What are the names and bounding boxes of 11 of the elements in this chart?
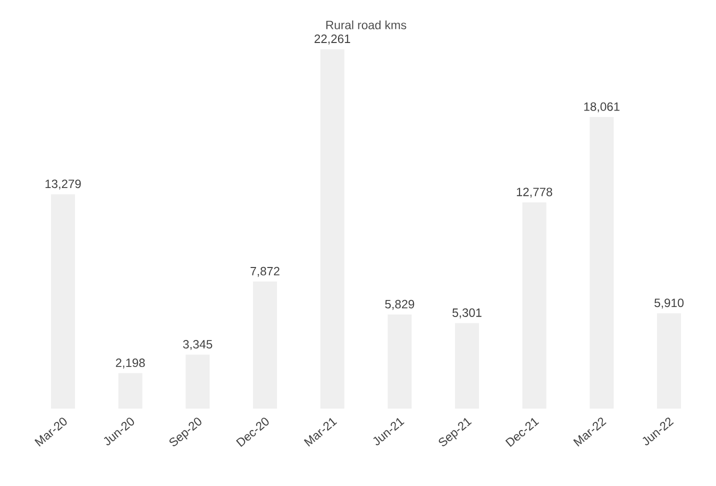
data-label: 5,910 [654, 298, 684, 309]
data-label: 3,345 [183, 340, 212, 350]
data-label: 5,301 [452, 308, 482, 318]
data-label: 18,061 [584, 102, 620, 112]
data-label: 22,261 [314, 34, 350, 44]
data-label: 5,829 [385, 300, 414, 310]
data-label: 7,872 [250, 266, 280, 277]
data-label: 13,279 [46, 180, 81, 190]
chart-title: Rural road kms [326, 20, 406, 30]
data-label: 12,778 [516, 188, 552, 198]
data-label: 2,198 [116, 358, 145, 368]
